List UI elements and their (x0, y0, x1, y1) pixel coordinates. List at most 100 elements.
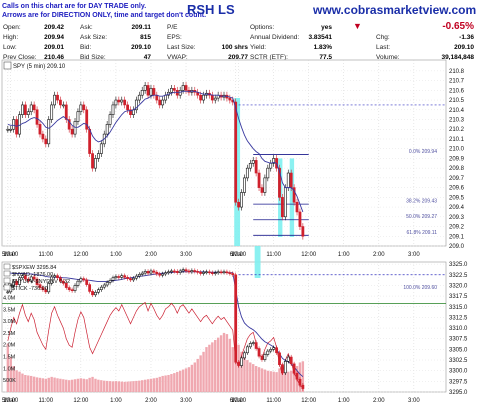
price-candle (210, 272, 214, 274)
price-candle (38, 124, 42, 135)
volume-bar (94, 378, 97, 392)
volume-bar (254, 366, 258, 392)
volume-bar (173, 373, 176, 392)
price-candle (137, 94, 141, 101)
volume-bar (97, 379, 100, 392)
price-candle (146, 271, 150, 274)
x-tick-label: 1:00 (338, 252, 350, 258)
volume-bar (65, 379, 68, 392)
quote-label: VWAP: (167, 54, 188, 61)
volume-bar (246, 360, 249, 392)
volume-bar (82, 378, 85, 392)
price-candle (187, 270, 191, 273)
price-candle (181, 269, 185, 272)
quote-label: Annual Dividend: (250, 34, 300, 41)
price-candle (286, 172, 290, 188)
quote-value: 1.83% (313, 44, 332, 51)
price-candle (73, 285, 77, 291)
price-candle (158, 273, 162, 276)
fib-label: 0.0% 209.94 (409, 149, 437, 155)
volume-bar (287, 371, 290, 392)
price-candle (18, 277, 21, 285)
y-tick-label: 209.5 (449, 195, 465, 201)
price-candle (196, 271, 200, 273)
price-candle (85, 279, 89, 285)
volume-bar (275, 372, 278, 392)
price-candle (67, 287, 71, 291)
quote-label: Prev Close: (3, 54, 37, 61)
volume-bar (284, 370, 287, 392)
volume-bar (181, 369, 185, 392)
price-candle (50, 276, 54, 284)
y-tick-label: 209.4 (449, 205, 465, 211)
price-candle (207, 271, 211, 274)
volume-bar (30, 375, 33, 392)
price-candle (32, 276, 36, 280)
price-candle (108, 280, 112, 283)
legend-swatch (3, 61, 12, 70)
volume-axis-label: 2.5M (3, 331, 16, 337)
y-tick-label: 3305.0 (449, 347, 468, 353)
volume-bar (252, 364, 255, 392)
volume-bar (237, 344, 240, 392)
x-tick-label: 2:00 (373, 398, 385, 404)
price-candle (254, 160, 258, 174)
price-candle (21, 104, 24, 115)
volume-bar (15, 370, 18, 392)
volume-bar (129, 381, 132, 392)
price-candle (47, 283, 51, 293)
volume-bar (70, 379, 74, 392)
volume-bar (143, 379, 147, 392)
volume-axis-label: 3.0M (3, 319, 16, 325)
y-tick-label: 209.3 (449, 215, 465, 221)
price-candle (199, 271, 203, 274)
quote-label: Options: (250, 24, 275, 31)
volume-bar (260, 368, 264, 392)
website-link[interactable]: www.cobrasmarketview.com (313, 3, 477, 17)
x-tick-label: 3:00 (180, 398, 192, 404)
volume-bar (193, 362, 196, 392)
x-tick-label: 1:00 (110, 398, 122, 404)
price-candle (70, 128, 74, 135)
price-candle (132, 277, 135, 281)
volume-bar (292, 368, 296, 392)
price-candle (35, 278, 39, 285)
price-candle (292, 363, 296, 374)
price-candle (140, 272, 144, 275)
volume-bar (79, 378, 83, 392)
quote-label: Last: (376, 44, 391, 51)
volume-bar (85, 379, 88, 392)
moving-average-line (7, 90, 304, 213)
price-candle (35, 109, 39, 125)
price-candle (175, 271, 179, 273)
y-tick-label: 3300.0 (449, 369, 468, 375)
quote-label: Low: (3, 44, 17, 51)
legend-swatch (3, 284, 11, 291)
price-candle (281, 197, 284, 218)
volume-bar (76, 378, 80, 392)
price-candle (114, 276, 118, 279)
price-candle (126, 277, 130, 279)
price-candle (85, 109, 89, 130)
price-candle (243, 177, 246, 193)
price-candle (12, 280, 16, 286)
price-candle (140, 90, 144, 96)
price-candle (172, 270, 176, 273)
price-candle (260, 355, 264, 360)
price-candle (219, 271, 223, 274)
volume-bar (266, 370, 270, 392)
x-tick-label: 5Mar (2, 252, 16, 258)
volume-bar (12, 366, 15, 392)
price-candle (79, 104, 83, 113)
volume-bar (205, 347, 208, 392)
price-candle (181, 85, 185, 91)
price-candle (70, 289, 74, 292)
price-candle (161, 273, 165, 276)
disclaimer-line-1: Calls on this chart are for DAY TRADE on… (2, 3, 147, 10)
price-candle (248, 162, 252, 169)
price-candle (237, 361, 241, 366)
price-candle (222, 271, 226, 274)
price-candle (281, 364, 284, 374)
price-candle (129, 109, 132, 115)
volume-bar (187, 367, 191, 392)
